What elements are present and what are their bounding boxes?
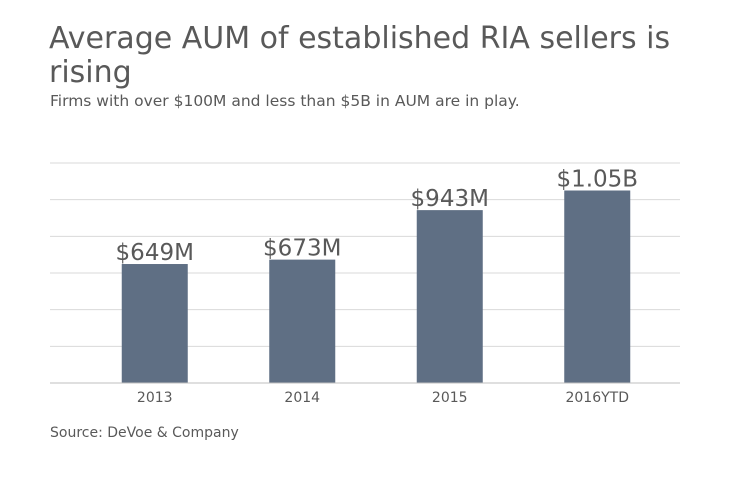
bar [564, 190, 631, 383]
data-label: $673M [263, 236, 341, 262]
x-tick-label: 2013 [137, 390, 173, 406]
bar [269, 259, 336, 383]
bar [121, 264, 188, 383]
x-tick-label: 2015 [432, 390, 468, 406]
x-tick-label: 2014 [284, 390, 320, 406]
chart-subtitle: Firms with over $100M and less than $5B … [50, 92, 520, 110]
x-tick-label: 2016YTD [565, 390, 629, 406]
data-label: $1.05B [556, 167, 638, 193]
data-label: $943M [411, 186, 489, 212]
chart-title: Average AUM of established RIA sellers i… [49, 21, 671, 90]
bar [416, 210, 483, 383]
source-note: Source: DeVoe & Company [50, 425, 239, 441]
data-label: $649M [116, 240, 194, 266]
